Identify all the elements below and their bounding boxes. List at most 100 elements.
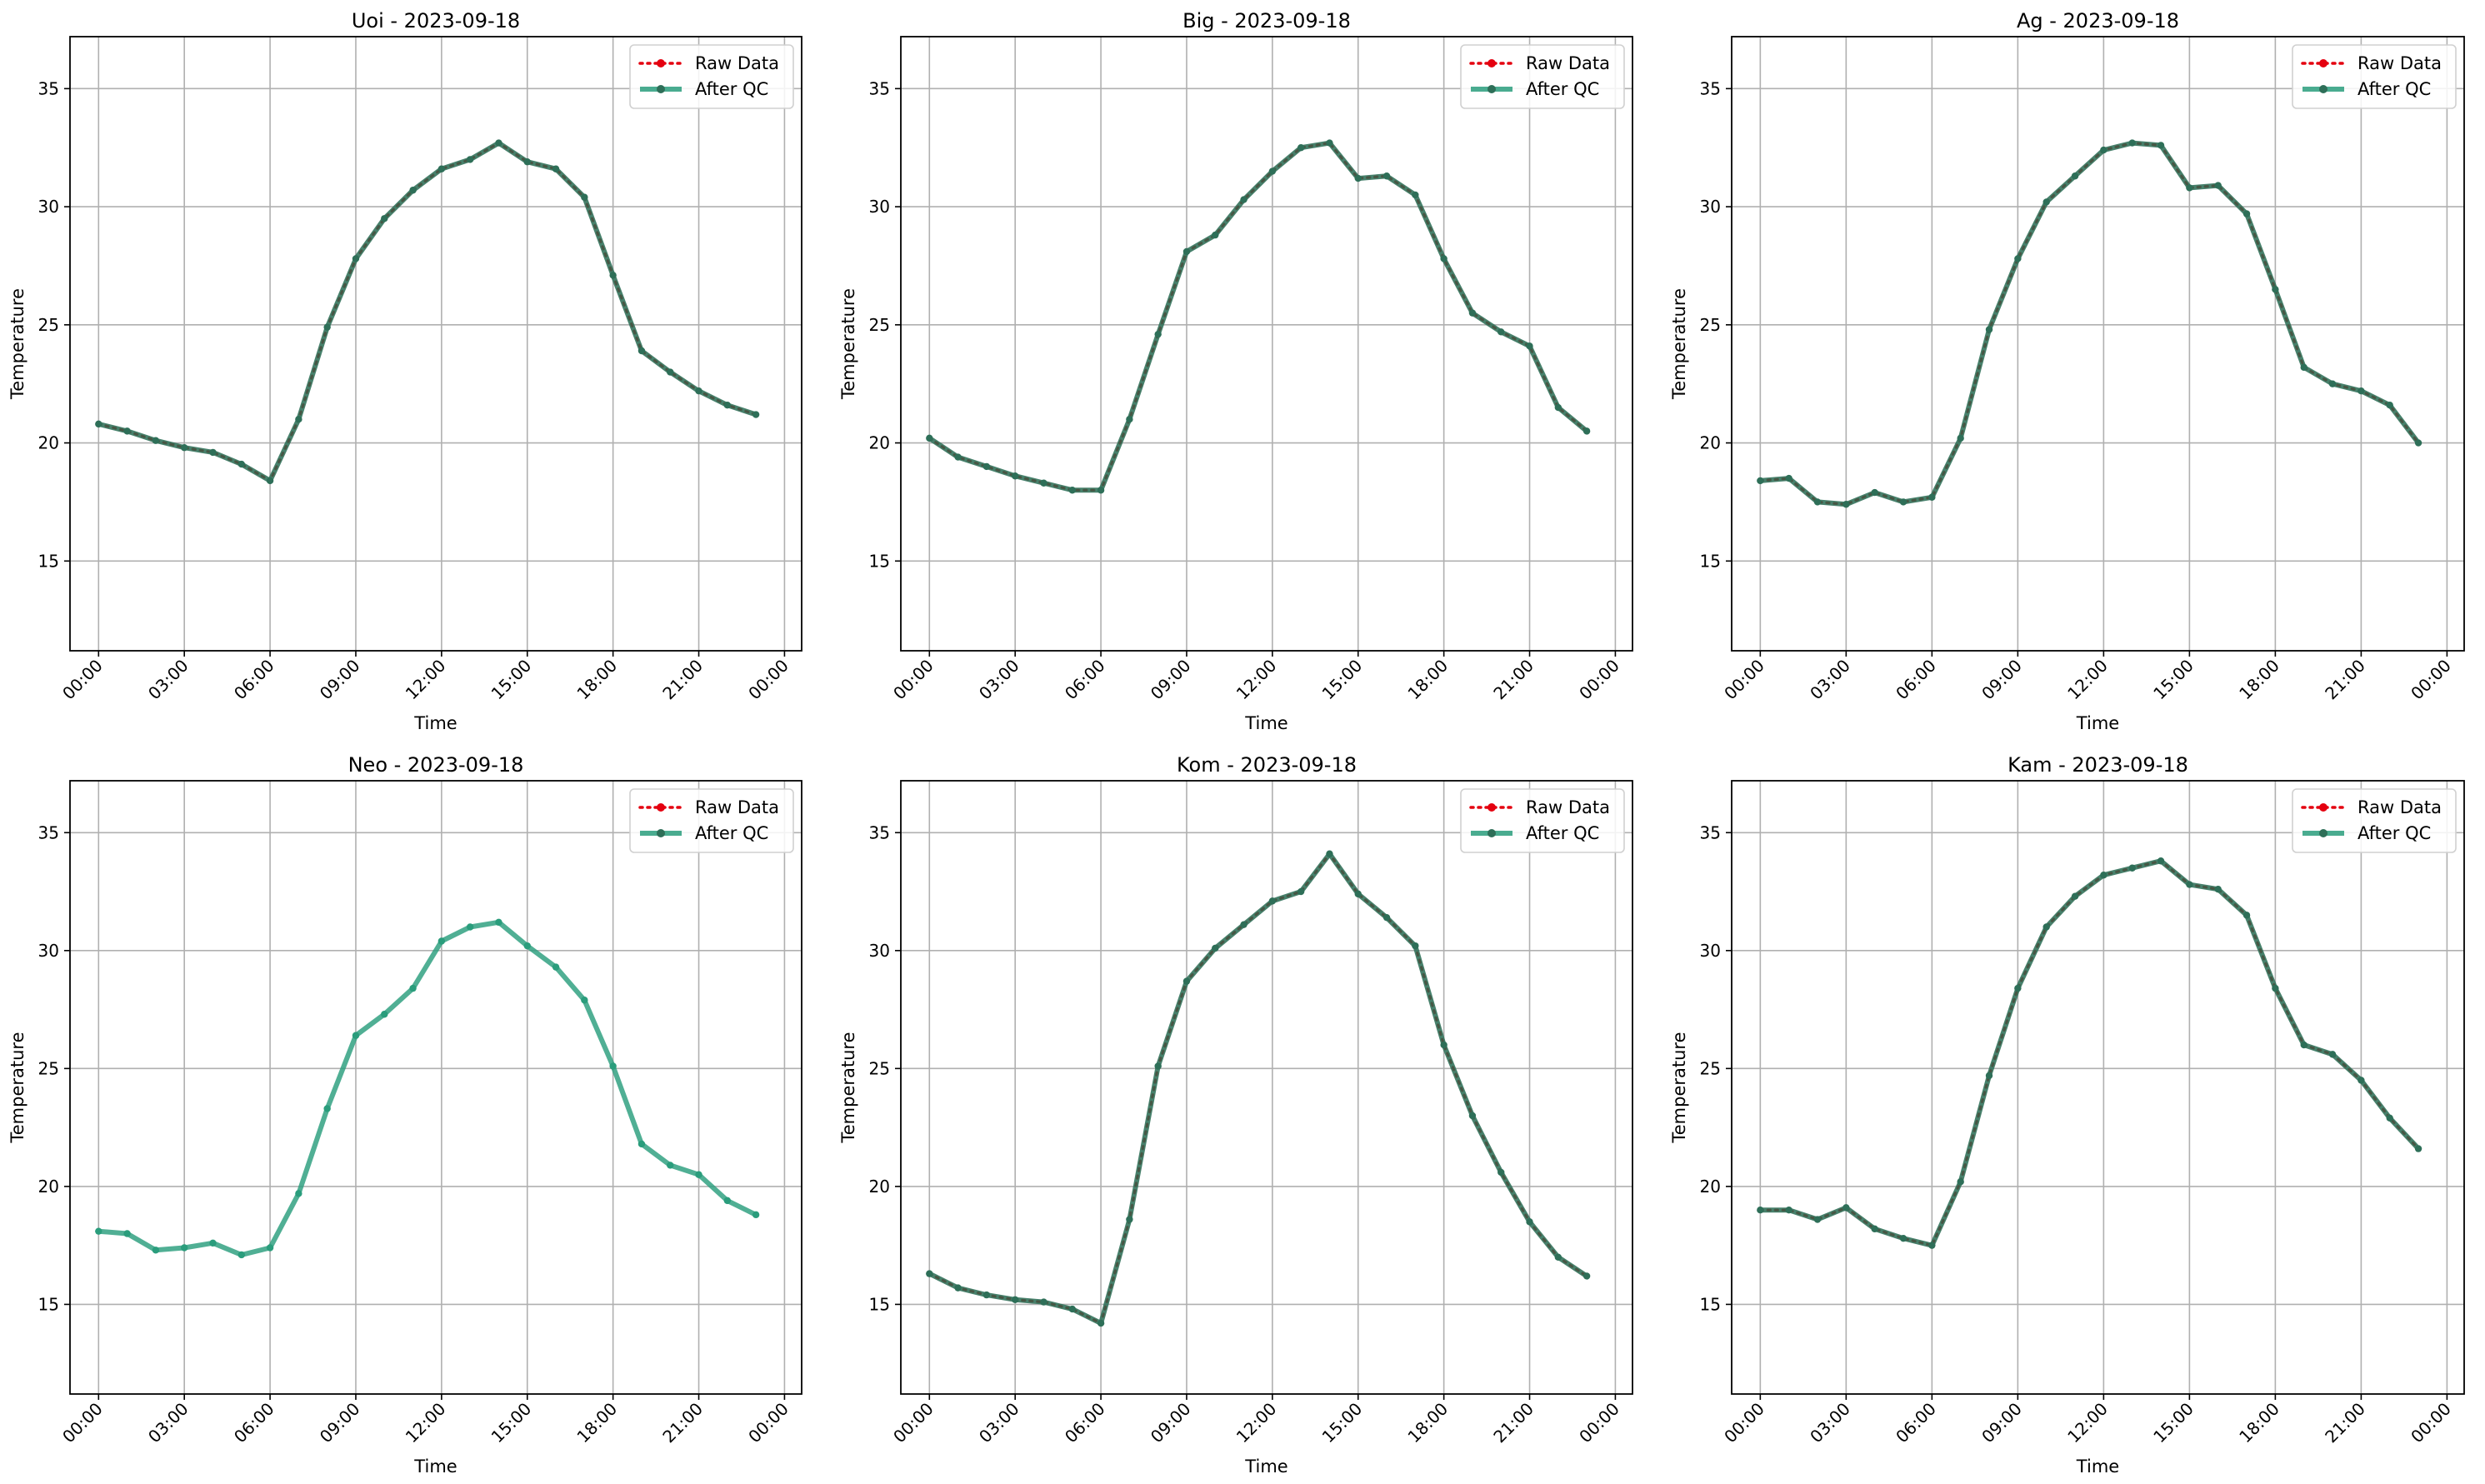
legend-raw-marker [657, 59, 665, 67]
data-point [466, 156, 474, 163]
axes-frame [69, 780, 802, 1395]
after-qc-line [96, 919, 759, 1257]
y-tick-label: 35 [38, 78, 59, 98]
data-point [954, 1284, 962, 1292]
data-point [1526, 342, 1533, 350]
data-point [752, 411, 760, 418]
data-point [1554, 403, 1562, 412]
legend-box [2292, 788, 2457, 853]
y-tick-label: 35 [1700, 822, 1721, 842]
data-point [95, 420, 102, 428]
legend-raw-marker [2319, 59, 2328, 67]
legend-qc-marker [2319, 85, 2328, 93]
legend: Raw Data After QC [2292, 44, 2457, 109]
chart-title: Big - 2023-09-18 [1182, 9, 1351, 32]
axes-frame [900, 36, 1633, 652]
data-point [1011, 1296, 1019, 1303]
y-tick-label: 25 [38, 1058, 59, 1078]
data-point [723, 402, 732, 409]
data-point [982, 462, 991, 471]
legend-qc-label: After QC [695, 79, 768, 99]
data-point [1182, 247, 1191, 256]
data-point [667, 368, 674, 376]
y-tick-label: 25 [1700, 1058, 1721, 1078]
legend-qc-label: After QC [2358, 823, 2431, 843]
y-tick-label: 30 [1700, 197, 1721, 217]
y-axis-label: Temperature [1669, 1032, 1689, 1143]
x-axis-label: Time [2076, 1457, 2119, 1477]
data-point [1871, 488, 1878, 497]
chart-title: Uoi - 2023-09-18 [352, 9, 520, 32]
data-point [352, 1032, 360, 1039]
data-point [2071, 892, 2079, 900]
raw-data-dots-overlay [928, 852, 1588, 1325]
y-axis-label: Temperature [8, 1032, 28, 1143]
data-point [2214, 886, 2222, 893]
data-point [2100, 872, 2108, 879]
data-point [2242, 912, 2251, 919]
data-point [2186, 881, 2193, 888]
data-point [2386, 1114, 2393, 1122]
data-point [123, 1230, 131, 1237]
data-point [123, 427, 131, 435]
y-tick-label: 35 [869, 78, 890, 98]
data-point [1268, 167, 1277, 175]
raw-data-dots-overlay [928, 142, 1588, 492]
data-point [1842, 501, 1850, 508]
axes-frame [1731, 36, 2465, 652]
data-point [209, 448, 217, 457]
axes-frame [1731, 780, 2465, 1395]
data-point [1498, 1168, 1505, 1177]
data-point [1068, 487, 1076, 494]
legend-raw-marker [2319, 803, 2328, 812]
chart-title: Ag - 2023-09-18 [2017, 9, 2179, 32]
data-point [2071, 172, 2079, 180]
data-point [1154, 330, 1162, 338]
legend-qc-marker [1488, 829, 1496, 837]
data-point [1582, 1272, 1591, 1280]
data-point [1354, 890, 1362, 898]
legend: Raw Data After QC [629, 44, 794, 109]
data-point [2100, 146, 2108, 154]
data-point [495, 918, 502, 927]
data-point [1240, 921, 1248, 928]
data-point [2328, 380, 2337, 387]
data-point [2014, 255, 2022, 262]
data-point [1268, 897, 1277, 905]
legend-box [1460, 44, 1625, 109]
data-point [2386, 402, 2393, 409]
legend-qc-label: After QC [1526, 79, 1599, 99]
y-tick-label: 15 [38, 551, 59, 571]
data-point [1212, 944, 1219, 952]
data-point [2014, 984, 2022, 992]
legend: Raw Data After QC [1460, 44, 1625, 109]
legend-qc-label: After QC [695, 823, 768, 843]
data-point [495, 139, 502, 147]
data-point [1326, 850, 1333, 857]
legend-box [629, 788, 794, 853]
legend-box [629, 44, 794, 109]
data-point [523, 942, 531, 950]
data-point [1498, 328, 1505, 336]
data-point [180, 1244, 188, 1252]
y-tick-label: 15 [1700, 551, 1721, 571]
data-point [180, 444, 188, 452]
data-point [1468, 1112, 1477, 1120]
data-point [1985, 1072, 1993, 1080]
data-point [152, 1247, 160, 1254]
x-axis-label: Time [413, 713, 457, 733]
y-axis-label: Temperature [1669, 288, 1689, 400]
legend-qc-marker [1488, 85, 1496, 93]
data-point [523, 158, 531, 166]
chart-title: Kam - 2023-09-18 [2008, 753, 2188, 777]
data-point [2042, 198, 2050, 206]
data-point [2128, 139, 2136, 147]
data-point [609, 272, 617, 279]
data-point [695, 387, 702, 395]
data-point [323, 323, 331, 331]
data-point [2358, 1077, 2365, 1084]
data-point [1813, 1216, 1822, 1223]
data-point [1757, 477, 1764, 485]
data-point [1126, 416, 1133, 423]
data-point [2157, 142, 2165, 149]
